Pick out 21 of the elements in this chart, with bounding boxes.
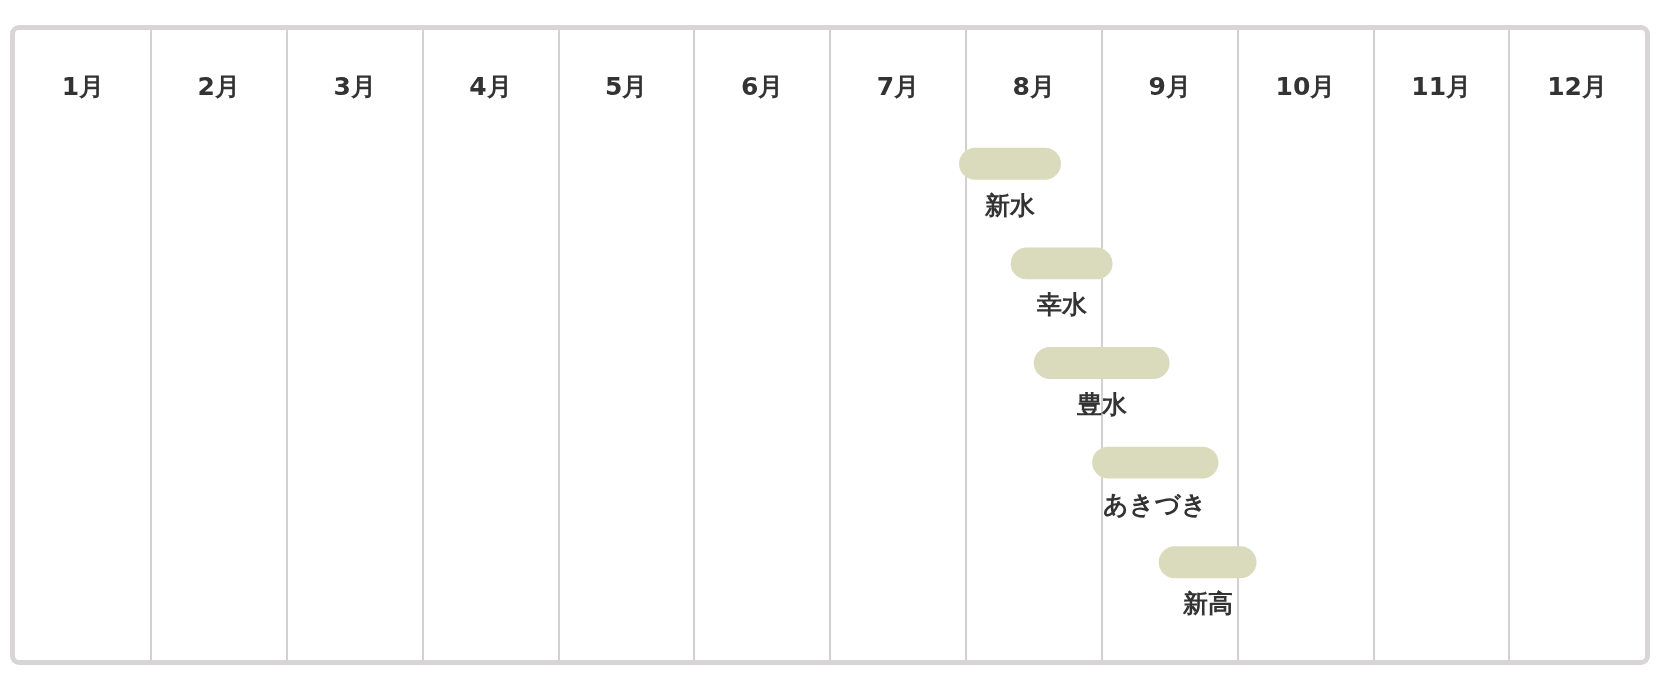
- x-tick-label: 9月: [1148, 72, 1191, 101]
- x-tick-label: 12月: [1547, 72, 1607, 101]
- x-tick-label: 3月: [333, 72, 376, 101]
- x-tick-label: 1月: [61, 72, 105, 101]
- y-tick-label: あきづき: [1103, 489, 1208, 519]
- y-tick-label: 幸水: [1035, 290, 1088, 320]
- bar: [1010, 247, 1113, 280]
- y-tick-label: 新高: [1181, 589, 1233, 619]
- x-tick-label: 7月: [876, 72, 920, 101]
- x-tick-label: 10月: [1275, 72, 1336, 101]
- x-tick-label: 8月: [1012, 72, 1055, 101]
- x-tick-label: 4月: [469, 72, 512, 101]
- bar: [959, 147, 1061, 180]
- y-tick-label: 豊水: [1075, 389, 1128, 419]
- bar: [1092, 446, 1219, 479]
- bar: [1033, 347, 1170, 379]
- y-tick-label: 新水: [983, 190, 1036, 220]
- x-tick-label: 5月: [605, 72, 648, 101]
- x-tick-label: 11月: [1411, 72, 1472, 101]
- x-tick-label: 6月: [740, 72, 784, 101]
- x-tick-label: 2月: [197, 72, 240, 101]
